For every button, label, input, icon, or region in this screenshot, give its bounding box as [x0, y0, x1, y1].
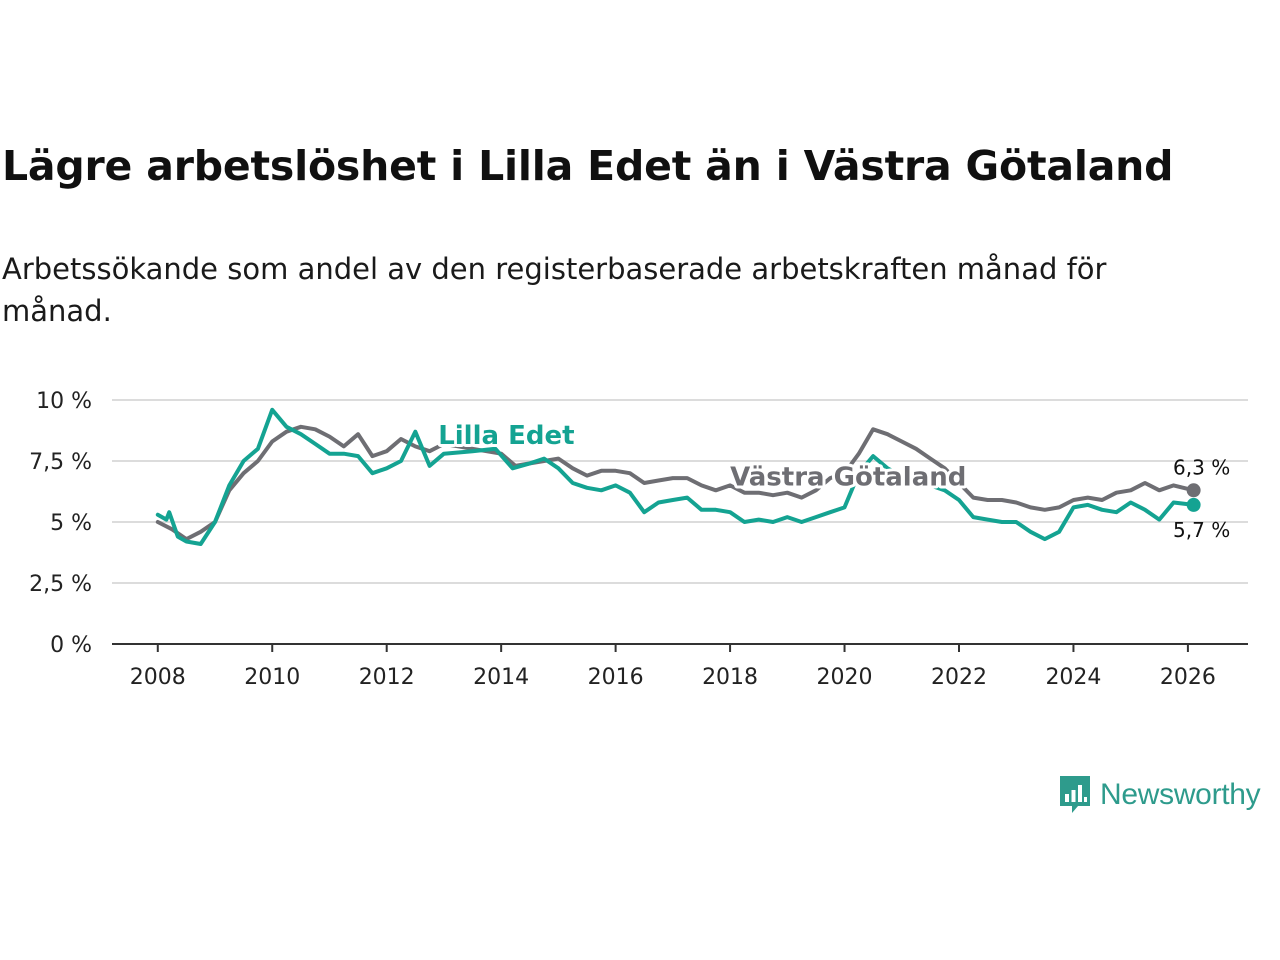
x-tick-label: 2020 [817, 665, 873, 690]
x-tick-label: 2014 [473, 665, 529, 690]
end-label-lilla-edet: 5,7 % [1173, 518, 1230, 542]
end-markers: 6,3 % 5,7 % [1173, 455, 1230, 542]
x-tick-label: 2016 [588, 665, 644, 690]
newsworthy-logo-icon [1060, 776, 1090, 813]
x-tick-label: 2018 [702, 665, 758, 690]
gridlines [112, 399, 1248, 584]
line-chart: 0 % 2,5 % 5 % 7,5 % 10 % 2008 2010 2012 2014 201… [29, 389, 1248, 690]
brand-name: Newsworthy [1100, 778, 1261, 811]
end-marker-lilla-edet [1186, 497, 1201, 512]
y-tick-label: 2,5 % [29, 572, 92, 597]
y-axis-labels: 0 % 2,5 % 5 % 7,5 % 10 % [29, 389, 92, 658]
y-tick-label: 7,5 % [29, 450, 92, 475]
y-tick-label: 0 % [50, 633, 92, 658]
x-tick-label: 2022 [931, 665, 987, 690]
x-axis: 2008 2010 2012 2014 2016 2018 2020 2022 2024 2026 [112, 643, 1248, 690]
series-labels: Västra Götaland Lilla Edet [435, 418, 969, 495]
series-label-lilla-edet: Lilla Edet [438, 421, 574, 451]
x-tick-label: 2024 [1045, 665, 1101, 690]
brand-logo: Newsworthy [1058, 773, 1261, 817]
series-line-lilla-edet [155, 407, 1196, 546]
y-tick-label: 5 % [50, 511, 92, 536]
end-label-v-stra-g-taland: 6,3 % [1173, 455, 1230, 479]
x-tick-label: 2008 [130, 665, 186, 690]
x-tick-label: 2012 [359, 665, 415, 690]
end-marker-v-stra-g-taland [1186, 483, 1201, 498]
x-tick-label: 2026 [1160, 665, 1216, 690]
y-tick-label: 10 % [36, 389, 92, 414]
series-lines [155, 407, 1196, 546]
chart-title: Lägre arbetslöshet i Lilla Edet än i Väs… [2, 142, 1174, 190]
series-label-v-stra-g-taland: Västra Götaland [730, 462, 966, 492]
series-line-v-stra-g-taland [155, 424, 1196, 542]
chart-subtitle: Arbetssökande som andel av den registerb… [2, 252, 1107, 328]
x-tick-label: 2010 [244, 665, 300, 690]
